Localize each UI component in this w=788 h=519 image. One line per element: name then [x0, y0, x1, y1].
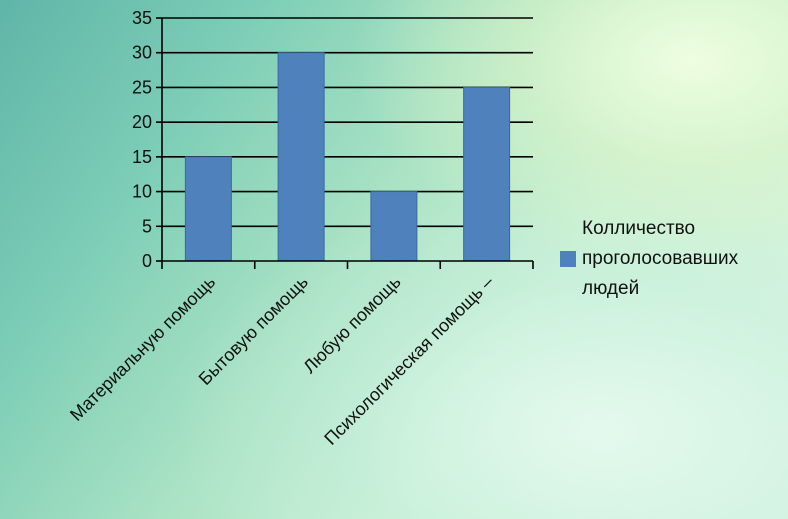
bar-0 — [184, 156, 232, 262]
x-category-label-2: Любую помощь — [299, 272, 404, 377]
y-tick-label-35: 35 — [132, 8, 152, 28]
y-tick-label-20: 20 — [132, 112, 152, 132]
y-tick-label-0: 0 — [142, 251, 152, 271]
y-tick-label-30: 30 — [132, 43, 152, 63]
bar-2 — [370, 191, 418, 262]
legend-swatch — [560, 251, 576, 267]
x-category-label-3: Психологическая помощь – — [320, 272, 497, 449]
legend-label-line-3: людей — [582, 278, 640, 299]
y-tick-label-10: 10 — [132, 182, 152, 202]
y-tick-label-5: 5 — [142, 216, 152, 236]
bar-1 — [277, 52, 325, 262]
x-category-label-0: Материальную помощь — [66, 272, 219, 425]
legend-label-line-2: проголосовавших — [582, 248, 739, 269]
y-tick-label-15: 15 — [132, 147, 152, 167]
bar-3 — [463, 86, 511, 262]
legend-label-line-1: Колличество — [582, 218, 696, 239]
chart-legend: Колличество проголосовавших людей — [560, 214, 788, 304]
y-tick-label-25: 25 — [132, 77, 152, 97]
